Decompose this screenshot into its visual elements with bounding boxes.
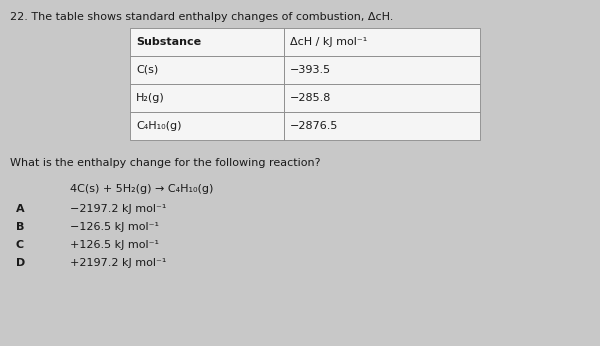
Text: −126.5 kJ mol⁻¹: −126.5 kJ mol⁻¹ [70,222,159,232]
Text: −393.5: −393.5 [290,65,331,75]
Text: +2197.2 kJ mol⁻¹: +2197.2 kJ mol⁻¹ [70,258,166,268]
Text: −285.8: −285.8 [290,93,331,103]
Text: A: A [16,204,25,214]
Text: Substance: Substance [136,37,201,47]
Bar [130,28,284,56]
Text: 22. The table shows standard enthalpy changes of combustion, ΔᴄH.: 22. The table shows standard enthalpy ch… [10,12,394,22]
Bar [284,56,480,84]
Text: +126.5 kJ mol⁻¹: +126.5 kJ mol⁻¹ [70,240,159,250]
Text: What is the enthalpy change for the following reaction?: What is the enthalpy change for the foll… [10,158,320,168]
Text: ΔᴄH / kJ mol⁻¹: ΔᴄH / kJ mol⁻¹ [290,37,367,47]
Bar [284,112,480,140]
Text: C: C [16,240,24,250]
Bar [130,112,284,140]
Bar [130,84,284,112]
Text: −2876.5: −2876.5 [290,121,338,131]
Text: B: B [16,222,25,232]
Text: −2197.2 kJ mol⁻¹: −2197.2 kJ mol⁻¹ [70,204,166,214]
Text: C(s): C(s) [136,65,158,75]
Text: 4C(s) + 5H₂(g) → C₄H₁₀(g): 4C(s) + 5H₂(g) → C₄H₁₀(g) [70,184,214,194]
Text: C₄H₁₀(g): C₄H₁₀(g) [136,121,182,131]
Text: H₂(g): H₂(g) [136,93,165,103]
Bar [130,56,284,84]
Bar [284,84,480,112]
Text: D: D [16,258,25,268]
Bar [284,28,480,56]
